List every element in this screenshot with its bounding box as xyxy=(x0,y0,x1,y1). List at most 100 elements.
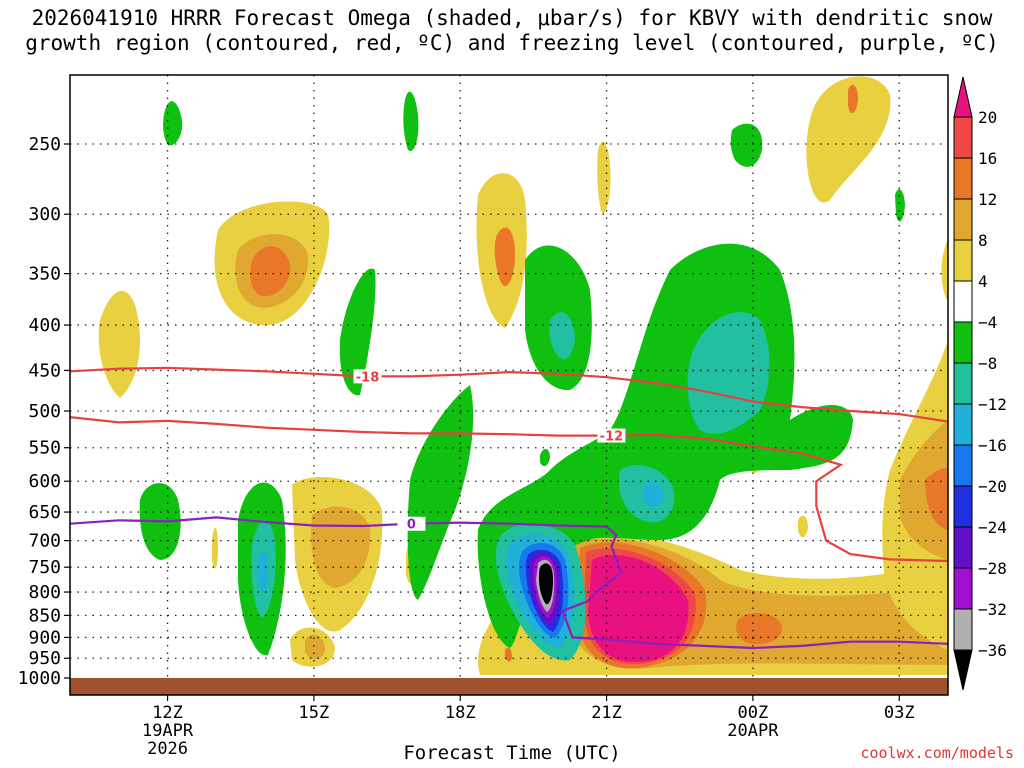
omega-region-19 xyxy=(588,554,689,663)
colorbar-box-6 xyxy=(953,362,973,405)
colorbar-box-2 xyxy=(953,198,973,241)
omega-shaded-field xyxy=(70,76,948,695)
colorbar-box-8 xyxy=(953,444,973,487)
omega-region-42 xyxy=(687,312,770,434)
plot-frame xyxy=(69,74,949,696)
x-tick-label-21Z: 21Z xyxy=(591,703,622,723)
y-tick-label-450: 450 xyxy=(28,360,61,381)
colorbar-box-11 xyxy=(953,567,973,610)
colorbar-arrow-top xyxy=(953,76,973,118)
x-tick-label-00Z: 00Z xyxy=(738,703,769,723)
y-tick-label-350: 350 xyxy=(28,264,61,285)
omega-region-31 xyxy=(339,268,376,396)
omega-region-45 xyxy=(540,448,550,467)
x-tick-label-15Z: 15Z xyxy=(299,703,330,723)
title-line-1: 2026041910 HRRR Forecast Omega (shaded, … xyxy=(31,6,993,30)
title-line-2: growth region (contoured, red, ºC) and f… xyxy=(25,31,999,55)
omega-region-6 xyxy=(597,141,611,215)
contour-lines: -18 -12 0 xyxy=(69,366,949,650)
colorbar-box-10 xyxy=(953,526,973,569)
omega-region-20 xyxy=(736,613,782,645)
omega-region-3 xyxy=(98,290,140,398)
omega-region-44 xyxy=(643,481,664,507)
contour-line-0 xyxy=(69,516,949,650)
colorbar-box-0 xyxy=(953,116,973,159)
colorbar-box-1 xyxy=(953,157,973,200)
colorbar-box-7 xyxy=(953,403,973,446)
colorbar-label-12: −32 xyxy=(978,600,1007,619)
omega-region-7 xyxy=(806,76,891,203)
y-tick-label-650: 650 xyxy=(28,502,61,523)
colorbar-box-4 xyxy=(953,280,973,323)
omega-region-25 xyxy=(925,468,948,530)
y-tick-label-500: 500 xyxy=(28,401,61,422)
contour-label-bg--12 xyxy=(597,428,626,443)
omega-region-8 xyxy=(848,84,858,114)
y-tick-label-800: 800 xyxy=(28,582,61,603)
colorbar-box-12 xyxy=(953,608,973,651)
colorbar-label-5: −4 xyxy=(978,313,997,332)
colorbar-label-8: −16 xyxy=(978,436,1007,455)
y-tick-label-950: 950 xyxy=(28,648,61,669)
omega-region-53 xyxy=(539,563,553,605)
omega-region-22 xyxy=(505,647,512,662)
omega-region-38 xyxy=(407,385,474,600)
colorbar-arrow-bottom xyxy=(953,649,973,691)
colorbar-box-5 xyxy=(953,321,973,364)
y-tick-label-250: 250 xyxy=(28,134,61,155)
contour-label-bg-0 xyxy=(397,516,426,531)
omega-region-26 xyxy=(941,240,948,300)
omega-region-28 xyxy=(798,515,808,538)
y-tick-label-900: 900 xyxy=(28,627,61,648)
colorbar-label-13: −36 xyxy=(978,641,1007,660)
colorbar-box-9 xyxy=(953,485,973,528)
x-tick-year-12Z: 2026 xyxy=(147,739,188,759)
chart-title: 2026041910 HRRR Forecast Omega (shaded, … xyxy=(0,6,1024,56)
axes: 2503003504004505005506006507007508008509… xyxy=(18,74,949,759)
y-tick-label-300: 300 xyxy=(28,204,61,225)
omega-region-29 xyxy=(163,101,183,146)
x-tick-label-18Z: 18Z xyxy=(445,703,476,723)
omega-region-13 xyxy=(212,527,218,569)
y-tick-label-850: 850 xyxy=(28,605,61,626)
omega-region-32 xyxy=(730,123,763,167)
colorbar-label-0: 20 xyxy=(978,108,997,127)
contour-label-bg--18 xyxy=(353,369,382,384)
omega-region-37 xyxy=(256,550,268,593)
contour-label--18: -18 xyxy=(356,370,380,385)
colorbar-label-6: −8 xyxy=(978,354,997,373)
contour-label--12: -12 xyxy=(600,430,624,445)
x-tick-date-12Z: 19APR xyxy=(142,721,194,741)
colorbar-label-10: −24 xyxy=(978,518,1007,537)
y-tick-label-1000: 1000 xyxy=(18,668,61,689)
omega-region-40 xyxy=(549,312,575,359)
omega-region-5 xyxy=(494,227,515,286)
x-axis-title: Forecast Time (UTC) xyxy=(403,742,621,764)
y-tick-label-550: 550 xyxy=(28,438,61,459)
colorbar-label-11: −28 xyxy=(978,559,1007,578)
x-tick-label-03Z: 03Z xyxy=(884,703,915,723)
colorbar-box-3 xyxy=(953,239,973,282)
y-tick-label-750: 750 xyxy=(28,557,61,578)
ground-band xyxy=(70,678,948,695)
y-tick-label-600: 600 xyxy=(28,471,61,492)
x-tick-label-12Z: 12Z xyxy=(152,703,183,723)
colorbar-label-4: 4 xyxy=(978,272,988,291)
contour-label-0: 0 xyxy=(407,518,416,533)
colorbar: 20 16 12 8 4 −4 −8 −12 −16 −20 −24 −28 −32 −36 xyxy=(953,76,1007,691)
colorbar-label-7: −12 xyxy=(978,395,1007,414)
colorbar-label-3: 8 xyxy=(978,231,988,250)
source-credit: coolwx.com/models xyxy=(860,744,1014,762)
omega-region-24 xyxy=(900,420,948,560)
colorbar-label-1: 16 xyxy=(978,149,997,168)
contour-line--18 xyxy=(69,366,949,423)
colorbar-label-9: −20 xyxy=(978,477,1007,496)
omega-region-12 xyxy=(305,634,325,660)
omega-region-2 xyxy=(250,246,291,297)
colorbar-label-2: 12 xyxy=(978,190,997,209)
x-tick-date-00Z: 20APR xyxy=(727,721,779,741)
omega-region-30 xyxy=(403,91,419,151)
omega-region-33 xyxy=(895,189,905,222)
y-tick-label-700: 700 xyxy=(28,531,61,552)
